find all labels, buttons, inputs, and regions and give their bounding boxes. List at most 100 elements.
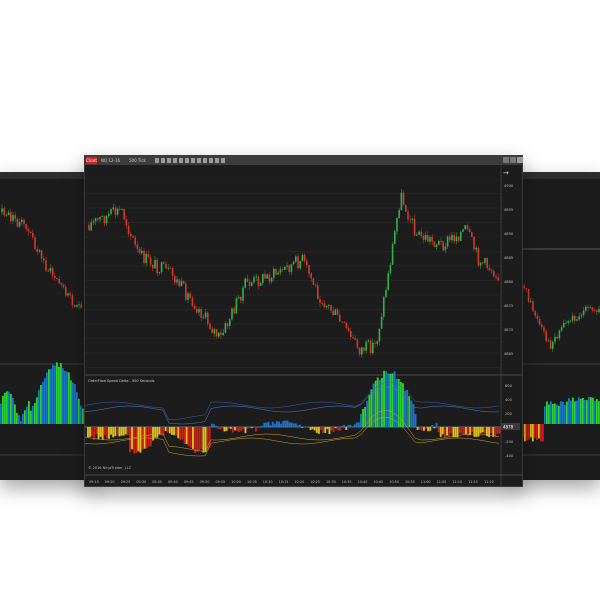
histogram-bar bbox=[110, 427, 112, 435]
interval-selector[interactable]: 500 Tick bbox=[129, 158, 146, 163]
price-tick-label: 4890 bbox=[504, 232, 514, 236]
histogram-bar bbox=[219, 427, 222, 430]
candle-body bbox=[207, 312, 209, 324]
candle-body bbox=[154, 259, 156, 269]
histogram-bar bbox=[225, 427, 228, 431]
candle-body bbox=[350, 331, 352, 338]
candle-body bbox=[442, 241, 444, 251]
histogram-bar bbox=[259, 426, 262, 427]
histogram-bar bbox=[309, 427, 312, 431]
histogram-bar bbox=[194, 427, 196, 453]
candle-body bbox=[160, 262, 163, 273]
candle-body bbox=[571, 315, 574, 321]
draw-tool-icon[interactable] bbox=[179, 158, 183, 163]
draw-tool-icon[interactable] bbox=[221, 158, 225, 163]
zoom-icon[interactable] bbox=[167, 158, 171, 163]
candle-body bbox=[99, 216, 101, 220]
histogram-bar bbox=[18, 415, 20, 424]
window-close-icon[interactable] bbox=[517, 157, 523, 163]
window-minimize-icon[interactable] bbox=[503, 157, 509, 163]
histogram-bar bbox=[542, 424, 544, 442]
window-maximize-icon[interactable] bbox=[510, 157, 516, 163]
candle-body bbox=[167, 267, 169, 269]
candle-body bbox=[273, 268, 275, 278]
candle-body bbox=[103, 216, 106, 224]
candle-body bbox=[222, 332, 224, 335]
histogram-bar bbox=[406, 389, 409, 427]
histogram-bar bbox=[269, 425, 272, 427]
histogram-bar bbox=[42, 381, 44, 424]
left-window-chart bbox=[0, 172, 96, 456]
histogram-bar bbox=[433, 427, 436, 429]
histogram-bar bbox=[534, 424, 536, 438]
candle-body bbox=[596, 310, 598, 312]
histogram-bar bbox=[374, 380, 377, 427]
candle-body bbox=[60, 283, 63, 285]
histogram-bar bbox=[273, 423, 276, 427]
candle-body bbox=[7, 212, 10, 216]
candle-body bbox=[308, 265, 310, 274]
histogram-bar bbox=[22, 414, 24, 424]
histogram-bar bbox=[391, 373, 394, 427]
histogram-bar bbox=[14, 404, 16, 424]
histogram-bar bbox=[192, 427, 194, 449]
candle-body bbox=[591, 307, 594, 311]
price-tick-label: 4865 bbox=[504, 352, 513, 356]
candle-body bbox=[558, 330, 561, 339]
candle-body bbox=[310, 273, 312, 279]
candle-body bbox=[482, 262, 484, 264]
draw-tool-icon[interactable] bbox=[209, 158, 213, 163]
candle-body bbox=[67, 293, 69, 296]
candle-body bbox=[200, 309, 202, 319]
scroll-arrow-icon[interactable]: → bbox=[503, 169, 509, 177]
histogram-bar bbox=[68, 372, 70, 424]
main-chart-window: Chart NQ 12-16 500 Tick → 4900 4895 4890 48… bbox=[84, 155, 523, 487]
indicator-label: OrderFlow Speed Delta - 500 Seconds bbox=[88, 379, 155, 383]
histogram-bar bbox=[586, 400, 588, 424]
histogram-bar bbox=[28, 400, 30, 424]
price-tick-label: 4880 bbox=[504, 280, 514, 284]
candle-body bbox=[138, 248, 141, 254]
histogram-bar bbox=[582, 397, 584, 424]
draw-tool-icon[interactable] bbox=[155, 158, 159, 163]
chart-logo-icon[interactable]: Chart bbox=[86, 157, 97, 164]
histogram-bar bbox=[210, 423, 213, 427]
histogram-bar bbox=[202, 427, 205, 453]
candle-body bbox=[471, 232, 473, 237]
draw-tool-icon[interactable] bbox=[173, 158, 177, 163]
candle-body bbox=[361, 347, 363, 355]
candle-body bbox=[21, 219, 23, 223]
candle-body bbox=[288, 265, 290, 273]
draw-tool-icon[interactable] bbox=[197, 158, 201, 163]
draw-tool-icon[interactable] bbox=[185, 158, 189, 163]
main-chart-area[interactable]: → 4900 4895 4890 4885 4880 4875 4870 4865 Order… bbox=[85, 165, 522, 486]
draw-tool-icon[interactable] bbox=[215, 158, 219, 163]
candle-body bbox=[220, 332, 222, 335]
candle-body bbox=[182, 281, 185, 284]
draw-tool-icon[interactable] bbox=[161, 158, 165, 163]
left-window-toolbar bbox=[0, 172, 96, 179]
histogram-bar bbox=[173, 427, 175, 436]
histogram-bar bbox=[402, 383, 404, 427]
histogram-bar bbox=[353, 424, 356, 427]
candle-body bbox=[78, 304, 80, 306]
histogram-bar bbox=[231, 427, 234, 433]
candle-body bbox=[367, 340, 370, 342]
histogram-bar bbox=[213, 424, 215, 427]
draw-tool-icon[interactable] bbox=[191, 158, 195, 163]
candle-body bbox=[180, 281, 183, 287]
candle-body bbox=[211, 328, 213, 334]
candle-body bbox=[90, 222, 92, 231]
candle-body bbox=[314, 284, 317, 286]
draw-tool-icon[interactable] bbox=[203, 158, 207, 163]
histogram-bar bbox=[70, 380, 72, 424]
candle-body bbox=[244, 278, 246, 288]
candle-body bbox=[191, 298, 194, 306]
candle-body bbox=[541, 324, 543, 328]
histogram-bar bbox=[364, 407, 367, 427]
candle-body bbox=[80, 304, 82, 308]
histogram-bar bbox=[58, 366, 60, 424]
instrument-selector[interactable]: NQ 12-16 bbox=[101, 158, 121, 163]
candle-body bbox=[475, 247, 477, 250]
candle-body bbox=[380, 316, 383, 329]
